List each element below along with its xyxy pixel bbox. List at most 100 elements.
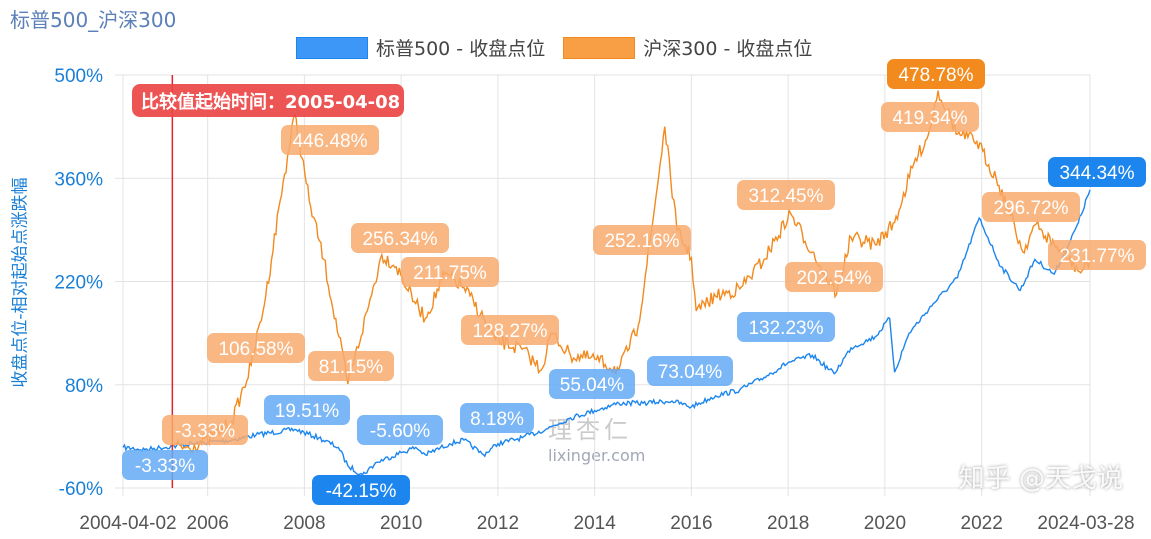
data-label-text: 256.34% [362,229,437,250]
data-label-box [593,225,691,255]
data-label-text: 73.04% [658,362,723,383]
data-label-box [549,369,635,399]
data-label-csi300: 106.58% [207,333,305,363]
data-label-box [982,192,1080,222]
data-label-text: 478.78% [898,65,973,86]
start-date-tag-box [132,84,404,117]
x-tick-label: 2010 [380,513,422,534]
y-tick-label: 80% [65,376,103,397]
data-label-sp500: -42.15% [312,475,410,505]
data-label-text: -5.60% [370,421,430,442]
data-label-sp500: 344.34% [1048,157,1146,187]
data-label-csi300: 231.77% [1048,240,1146,270]
data-label-box [785,262,883,292]
data-label-sp500: 132.23% [737,312,835,342]
data-label-csi300: 81.15% [308,351,394,381]
y-tick-label: 360% [54,169,103,190]
y-tick-label: 500% [54,66,103,87]
legend-label-csi300: 沪深300 - 收盘点位 [643,38,813,60]
data-label-csi300: 202.54% [785,262,883,292]
legend-swatch-csi300 [563,36,636,59]
start-date-tag-text: 比较值起始时间：2005-04-08 [141,91,400,113]
start-date-tag: 比较值起始时间：2005-04-08 [132,84,404,117]
data-label-csi300: 312.45% [737,180,835,210]
data-label-csi300: 128.27% [461,315,559,345]
x-tick-label: 2006 [187,513,229,534]
y-tick-label: 220% [54,273,103,294]
data-label-text: 312.45% [748,186,823,207]
data-label-csi300: 211.75% [401,257,499,287]
data-label-box [207,333,305,363]
data-label-text: 419.34% [892,108,967,129]
data-label-box [122,450,208,480]
legend-item-sp500[interactable]: 标普500 - 收盘点位 [296,34,545,61]
data-label-sp500: 19.51% [264,395,350,425]
data-label-text: 446.48% [292,131,367,152]
data-label-box [264,395,350,425]
data-label-text: -3.33% [175,421,235,442]
x-tick-label: 2022 [961,513,1003,534]
data-label-text: 202.54% [796,268,871,289]
data-label-box [881,102,979,132]
legend-label-sp500: 标普500 - 收盘点位 [376,38,546,60]
series-line-sp500 [122,189,1091,476]
data-label-text: 211.75% [413,263,487,284]
data-label-csi300: 478.78% [887,59,985,89]
data-label-text: 8.18% [470,409,524,430]
data-label-text: 106.58% [218,339,293,360]
x-tick-label: 2016 [670,513,712,534]
data-label-csi300: 256.34% [351,223,449,253]
data-label-box [461,315,559,345]
watermark-author: 知乎 @天戈说 [958,464,1123,494]
data-label-text: 128.27% [472,321,547,342]
data-label-sp500: 8.18% [460,403,534,433]
data-label-box [737,312,835,342]
y-tick-label: -60% [59,479,103,500]
data-label-box [357,415,443,445]
data-label-box [887,59,985,89]
legend-swatch-sp500 [296,36,368,59]
series-line-csi300 [171,90,1091,453]
legend-item-csi300[interactable]: 沪深300 - 收盘点位 [563,34,812,61]
legend: 标普500 - 收盘点位 沪深300 - 收盘点位 [296,34,830,61]
x-tick-label: 2004-04-02 [79,513,176,534]
x-tick-label: 2014 [574,513,617,534]
data-label-box [162,415,248,445]
watermark-lixinger: lixinger.com [548,446,646,465]
data-label-box [1048,157,1146,187]
data-label-text: 296.72% [993,198,1068,219]
data-label-text: -42.15% [326,481,397,502]
data-label-box [1048,240,1146,270]
data-label-box [308,351,394,381]
data-label-box [351,223,449,253]
data-label-csi300: 252.16% [593,225,691,255]
data-label-text: 344.34% [1059,163,1134,184]
x-tick-label: 2018 [767,513,809,534]
watermark-lixinger-cn: 理杏仁 [548,416,632,444]
data-label-csi300: -3.33% [162,415,248,445]
data-label-text: 19.51% [275,401,340,422]
x-tick-label: 2024-03-28 [1037,513,1134,534]
data-label-csi300: 446.48% [281,125,379,155]
data-label-box [312,475,410,505]
data-label-text: 252.16% [604,231,679,252]
data-label-box [647,356,733,386]
x-tick-label: 2020 [864,513,906,534]
data-label-sp500: 55.04% [549,369,635,399]
data-label-sp500: -3.33% [122,450,208,480]
data-label-box [401,257,499,287]
x-tick-label: 2008 [283,513,325,534]
data-label-text: 55.04% [560,375,625,396]
data-label-sp500: -5.60% [357,415,443,445]
chart-title: 标普500_沪深300 [10,8,177,32]
data-label-box [281,125,379,155]
data-label-text: 231.77% [1059,246,1134,267]
data-label-csi300: 419.34% [881,102,979,132]
data-label-box [460,403,534,433]
data-label-text: -3.33% [135,456,195,477]
data-label-text: 81.15% [319,357,384,378]
data-label-csi300: 296.72% [982,192,1080,222]
data-label-sp500: 73.04% [647,356,733,386]
